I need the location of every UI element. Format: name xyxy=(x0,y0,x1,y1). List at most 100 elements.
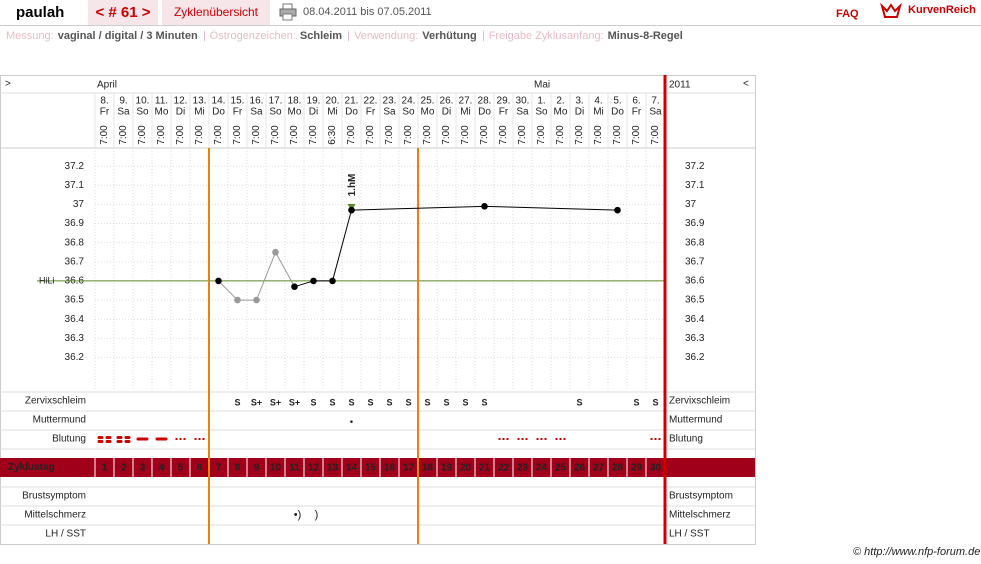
cycle-day: 11 xyxy=(289,463,300,474)
row-symbol: •) xyxy=(294,509,302,521)
row-label: Mittelschmerz xyxy=(24,510,86,521)
cycle-day: 12 xyxy=(308,463,320,474)
settings-line: Messung: vaginal / digital / 3 Minuten Öst… xyxy=(6,30,687,42)
row-label: Muttermund xyxy=(33,415,86,426)
cycle-day: 3 xyxy=(140,463,146,474)
overview-link[interactable]: Zyklenübersicht xyxy=(162,0,270,25)
cycle-day: 21 xyxy=(479,463,491,474)
bleeding-dash xyxy=(116,436,123,439)
temperature-segment xyxy=(484,205,618,211)
period: 08.04.2011 bis 07.05.2011 xyxy=(303,6,432,18)
y-tick-label-right: 36.4 xyxy=(685,314,705,325)
bleeding-mark xyxy=(155,437,168,441)
y-tick-label-right: 36.5 xyxy=(685,295,705,306)
bleeding-dot xyxy=(517,438,520,440)
y-tick-label: 36.2 xyxy=(65,352,85,363)
cycle-day: 4 xyxy=(159,463,165,474)
day-label: 18. xyxy=(288,96,302,107)
time-label: 7:00 xyxy=(517,125,528,145)
cycle-day: 26 xyxy=(574,463,586,474)
bleeding-dot xyxy=(650,438,653,440)
weekday-label: Sa xyxy=(649,107,662,118)
temperature-segment xyxy=(256,252,276,301)
bleeding-dot xyxy=(506,438,509,440)
y-tick-label-right: 36.9 xyxy=(685,218,705,229)
weekday-label: Mi xyxy=(194,107,205,118)
y-tick-label: 37.2 xyxy=(65,161,85,172)
weekday-label: Sa xyxy=(516,107,529,118)
logo[interactable]: KurvenReich xyxy=(908,4,976,16)
bleeding-mark xyxy=(194,438,205,440)
y-tick-label: 37 xyxy=(73,199,85,210)
separator xyxy=(203,31,205,42)
time-label: 7:00 xyxy=(384,125,395,145)
time-label: 7:00 xyxy=(650,125,661,145)
weekday-label: Do xyxy=(478,107,491,118)
row-symbol: S xyxy=(405,397,411,407)
weekday-label: So xyxy=(402,107,415,118)
bleeding-dash xyxy=(124,436,131,439)
bleeding-mark xyxy=(536,438,547,440)
bleeding-dot xyxy=(175,438,178,440)
time-label: 7:00 xyxy=(99,125,110,145)
day-label: 29. xyxy=(497,96,511,107)
bleeding-dash xyxy=(97,436,104,439)
weekday-label: Di xyxy=(309,107,318,118)
row-symbol: S xyxy=(443,397,449,407)
row-label-right: Brustsymptom xyxy=(669,491,733,502)
y-tick-label-right: 36.2 xyxy=(685,352,705,363)
row-label-right: LH / SST xyxy=(669,529,710,540)
faq-link[interactable]: FAQ xyxy=(836,8,859,20)
bleeding-dot xyxy=(183,438,186,440)
weekday-label: Di xyxy=(442,107,451,118)
time-label: 6:30 xyxy=(327,125,338,145)
cycle-nav[interactable]: < # 61 > xyxy=(88,0,158,25)
weekday-label: Fr xyxy=(366,107,376,118)
day-label: 11. xyxy=(155,96,168,107)
day-label: 8. xyxy=(100,96,108,107)
time-label: 7:00 xyxy=(536,125,547,145)
row-symbol: S xyxy=(348,397,354,407)
bleeding-dot xyxy=(555,438,558,440)
day-label: 2. xyxy=(556,96,564,107)
day-label: 24. xyxy=(402,96,416,107)
cycle-day: 17 xyxy=(403,463,415,474)
time-label: 7:00 xyxy=(308,125,319,145)
cycle-day: 7 xyxy=(216,463,222,474)
bleeding-mark xyxy=(97,436,112,443)
y-tick-label: 36.5 xyxy=(65,295,85,306)
y-tick-label: 36.8 xyxy=(65,237,85,248)
weekday-label: Fr xyxy=(233,107,243,118)
y-tick-label-right: 37 xyxy=(685,199,697,210)
cycle-day: 2 xyxy=(121,463,127,474)
bleeding-mark xyxy=(555,438,566,440)
bleeding-dot xyxy=(194,438,197,440)
row-symbol: S xyxy=(481,397,487,407)
day-label: 3. xyxy=(575,96,583,107)
bleeding-dash xyxy=(116,440,123,443)
weekday-label: Mo xyxy=(155,107,169,118)
row-symbol: S+ xyxy=(270,397,281,407)
y-tick-label-right: 36.6 xyxy=(685,276,705,287)
cycle-day: 16 xyxy=(384,463,396,474)
row-symbol: S xyxy=(367,397,373,407)
row-symbol: S xyxy=(424,397,430,407)
weekday-label: Sa xyxy=(250,107,263,118)
weekday-label: Di xyxy=(176,107,185,118)
row-label-right: Blutung xyxy=(669,434,703,445)
y-tick-label: 37.1 xyxy=(65,180,85,191)
time-label: 7:00 xyxy=(441,125,452,145)
bleeding-dash xyxy=(105,436,112,439)
bleeding-dash xyxy=(136,437,149,441)
bleeding-dot xyxy=(658,438,661,440)
day-label: 12. xyxy=(174,96,188,107)
day-label: 13. xyxy=(193,96,207,107)
print-icon[interactable] xyxy=(279,3,297,21)
day-label: 27. xyxy=(459,96,473,107)
bleeding-dot xyxy=(179,438,182,440)
time-label: 7:00 xyxy=(251,125,262,145)
y-tick-label-right: 36.7 xyxy=(685,256,705,267)
bleeding-dot xyxy=(540,438,543,440)
temperature-segment xyxy=(294,280,314,288)
bleeding-dot xyxy=(202,438,205,440)
